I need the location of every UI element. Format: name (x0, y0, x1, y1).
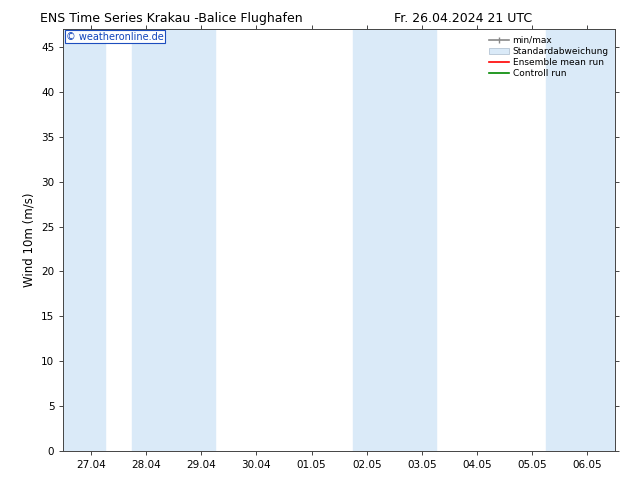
Bar (133, 29, 215, 451)
Text: Fr. 26.04.2024 21 UTC: Fr. 26.04.2024 21 UTC (394, 12, 532, 25)
Bar (546, 29, 615, 451)
Y-axis label: Wind 10m (m/s): Wind 10m (m/s) (23, 193, 36, 287)
Legend: min/max, Standardabweichung, Ensemble mean run, Controll run: min/max, Standardabweichung, Ensemble me… (488, 34, 611, 80)
Text: ENS Time Series Krakau -Balice Flughafen: ENS Time Series Krakau -Balice Flughafen (40, 12, 302, 25)
Text: © weatheronline.de: © weatheronline.de (66, 31, 164, 42)
Bar (353, 29, 436, 451)
Bar (63, 29, 105, 451)
